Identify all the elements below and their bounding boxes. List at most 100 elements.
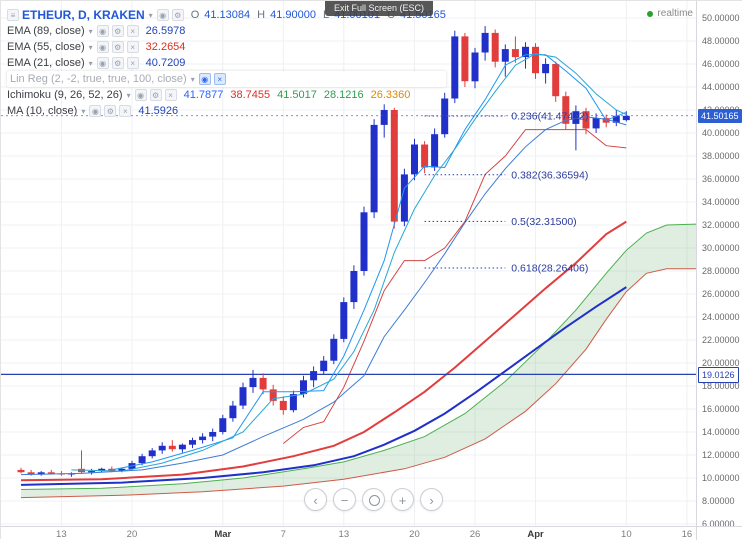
- time-axis-label: Apr: [527, 529, 544, 540]
- cloud-fill: [21, 224, 696, 498]
- legend-indicator-row-3[interactable]: Lin Reg (2, -2, true, true, 100, close) ▾…: [7, 71, 446, 87]
- legend-indicator-row-5[interactable]: MA (10, close) ▾ ◉ ⚙ × 41.5926: [7, 103, 446, 119]
- candle-body: [249, 377, 257, 388]
- symbol-title: ETHEUR, D, KRAKEN: [22, 8, 145, 22]
- legend-indicator-row-4[interactable]: Ichimoku (9, 26, 52, 26) ▾ ◉ ⚙ × 41.7877 38.74…: [7, 87, 446, 103]
- candle-body: [522, 46, 529, 58]
- candle-body: [219, 418, 227, 432]
- tenkan-line[interactable]: [111, 54, 627, 471]
- chevron-down-icon[interactable]: ▾: [88, 58, 93, 68]
- nav-zoom-out-button[interactable]: −: [333, 488, 356, 511]
- indicator-value: 41.7877: [183, 89, 224, 101]
- candle-body: [421, 144, 429, 168]
- candle-body: [269, 389, 277, 401]
- eye-icon[interactable]: ◉: [96, 57, 109, 69]
- indicator-value: 40.7209: [145, 57, 186, 69]
- realtime-dot-icon: [647, 10, 654, 17]
- chevron-down-icon[interactable]: ▾: [81, 106, 86, 116]
- gear-icon[interactable]: ⚙: [111, 41, 124, 53]
- price-axis-label: 40.00000: [702, 128, 740, 138]
- close-icon[interactable]: ×: [119, 105, 132, 117]
- ema-89-line[interactable]: [20, 286, 627, 486]
- candle-body: [158, 445, 166, 451]
- price-axis-label: 32.00000: [702, 220, 740, 230]
- candle-body: [491, 32, 499, 62]
- eye-icon[interactable]: ◉: [96, 41, 109, 53]
- fib-retracement[interactable]: 0.236(41.47412) 0.382(36.36594) 0.5(32.315…: [424, 111, 589, 275]
- chevron-down-icon[interactable]: ▾: [148, 10, 153, 20]
- time-axis[interactable]: 13 20 Mar 7 13 20 26 Apr 10 16: [1, 526, 696, 540]
- eye-icon[interactable]: ◉: [134, 89, 147, 101]
- ema-55-line[interactable]: [20, 220, 627, 482]
- gear-icon[interactable]: ⚙: [149, 89, 162, 101]
- eye-icon[interactable]: ◉: [96, 25, 109, 37]
- candle-body: [370, 124, 378, 213]
- candle-body: [27, 472, 35, 475]
- nav-scroll-right-button[interactable]: ›: [420, 488, 443, 511]
- fib-level-label: 0.5(32.31500): [511, 216, 576, 228]
- nav-reset-zoom-button[interactable]: [362, 488, 385, 511]
- candle-body: [37, 472, 45, 475]
- price-axis[interactable]: 50.0000048.0000046.0000044.0000042.00000…: [696, 1, 742, 529]
- chevron-down-icon[interactable]: ▾: [126, 90, 131, 100]
- candle-body: [622, 115, 630, 121]
- indicator-value: 41.5017: [277, 89, 317, 101]
- kijun-line[interactable]: [282, 129, 627, 444]
- candle-body: [279, 400, 287, 411]
- gear-icon[interactable]: ⚙: [111, 57, 124, 69]
- senkou-a-line[interactable]: [20, 223, 696, 490]
- price-axis-label: 38.00000: [702, 151, 740, 161]
- legend-indicator-row-2[interactable]: EMA (21, close) ▾ ◉ ⚙ × 40.7209: [7, 55, 446, 71]
- fib-level-label: 0.236(41.47412): [511, 111, 588, 123]
- menu-icon[interactable]: ≡: [7, 9, 19, 21]
- price-axis-label: 6.00000: [702, 519, 735, 529]
- fullscreen-tooltip-text: Exit Full Screen (ESC): [334, 3, 425, 13]
- gear-icon[interactable]: ⚙: [111, 25, 124, 37]
- senkou-b-line[interactable]: [20, 268, 696, 499]
- candles[interactable]: [17, 26, 630, 477]
- candle-body: [239, 387, 247, 406]
- close-icon[interactable]: ×: [126, 41, 139, 53]
- fullscreen-tooltip: Exit Full Screen (ESC): [325, 1, 434, 16]
- chevron-down-icon[interactable]: ▾: [88, 42, 93, 52]
- ma-10-line[interactable]: [71, 53, 627, 472]
- close-icon[interactable]: ×: [213, 73, 226, 85]
- legend-indicator-row-1[interactable]: EMA (55, close) ▾ ◉ ⚙ × 32.2654: [7, 39, 446, 55]
- gear-icon[interactable]: ⚙: [104, 105, 117, 117]
- candle-body: [461, 36, 469, 82]
- eye-icon[interactable]: ◉: [156, 9, 169, 21]
- candle-body: [330, 338, 338, 361]
- eye-icon[interactable]: ◉: [89, 105, 102, 117]
- price-axis-label: 20.00000: [702, 358, 740, 368]
- candle-body: [501, 49, 509, 62]
- ema-21-line[interactable]: [20, 116, 627, 476]
- chevron-down-icon[interactable]: ▾: [88, 26, 93, 36]
- realtime-label: realtime: [657, 8, 693, 19]
- eye-icon[interactable]: ◉: [198, 73, 211, 85]
- nav-scroll-left-button[interactable]: ‹: [304, 488, 327, 511]
- ohlc-label: H: [257, 9, 266, 21]
- time-axis-label: 10: [621, 529, 632, 540]
- chart-canvas[interactable]: 0.236(41.47412) 0.382(36.36594) 0.5(32.315…: [1, 1, 696, 526]
- legend-indicator-row-0[interactable]: EMA (89, close) ▾ ◉ ⚙ × 26.5978: [7, 23, 446, 39]
- candle-body: [542, 64, 550, 74]
- indicator-value: 38.7455: [230, 89, 271, 101]
- reset-zoom-icon: [369, 495, 380, 506]
- ichimoku-cloud[interactable]: [20, 223, 696, 499]
- close-icon[interactable]: ×: [126, 25, 139, 37]
- ohlc-value: 41.90000: [270, 9, 316, 21]
- candle-body: [451, 36, 459, 99]
- candle-body: [431, 134, 439, 168]
- candle-body: [340, 302, 348, 339]
- candle-body: [511, 49, 519, 58]
- close-icon[interactable]: ×: [126, 57, 139, 69]
- price-axis-label: 46.00000: [702, 59, 740, 69]
- chevron-down-icon[interactable]: ▾: [190, 74, 195, 84]
- candle-body: [532, 46, 539, 74]
- nav-zoom-in-button[interactable]: +: [391, 488, 414, 511]
- price-axis-label: 36.00000: [702, 174, 740, 184]
- close-icon[interactable]: ×: [164, 89, 177, 101]
- price-axis-label: 10.00000: [702, 473, 740, 483]
- gear-icon[interactable]: ⚙: [171, 9, 184, 21]
- indicator-title: EMA (21, close): [7, 57, 85, 69]
